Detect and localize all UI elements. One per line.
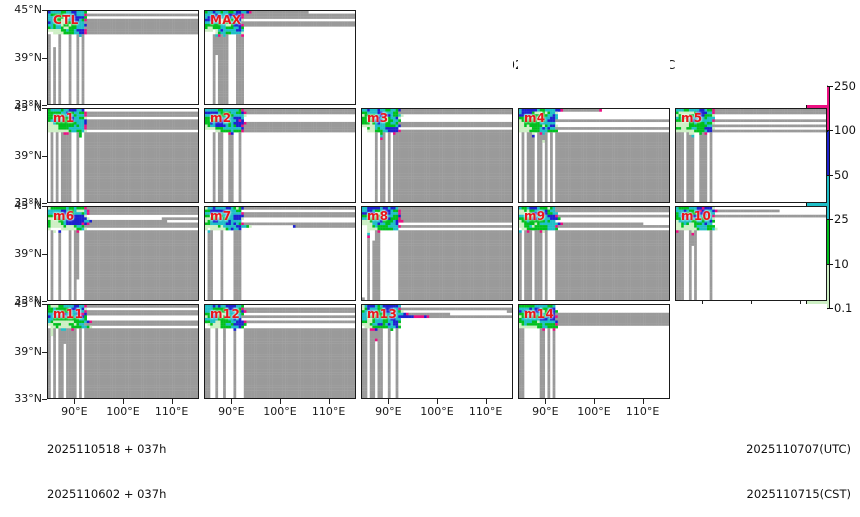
empty-panel-slot [518,10,670,105]
footer-left-line1: 2025110518 + 037h [47,442,166,457]
empty-panel-slot [675,304,827,399]
colorbar-tick-label: 250 [834,79,856,93]
panel-label-m4: m4 [524,111,545,125]
map-panel-m13[interactable]: m13 [361,304,513,399]
lon-tick-label: 110°E [306,405,352,418]
footer-left-line2: 2025110602 + 037h [47,487,166,502]
lat-tick-label: 39°N [0,247,42,260]
map-panel-m7[interactable]: m7 [204,206,356,301]
lat-tick-label: 45°N [0,101,42,114]
lat-tick-label: 45°N [0,199,42,212]
lon-tick-mark [172,399,173,404]
colorbar-tick-label: 50 [834,168,849,182]
lat-tick-mark [42,399,47,400]
map-panel-m8[interactable]: m8 [361,206,513,301]
lat-tick-label: 45°N [0,3,42,16]
colorbar-tick-label: 25 [834,212,849,226]
lon-tick-mark [486,399,487,404]
colorbar-tick-label: 0.1 [834,301,852,315]
lon-tick-mark [545,399,546,404]
panel-label-m7: m7 [210,209,231,223]
map-panel-ctl[interactable]: CTL [47,10,199,105]
panel-label-m11: m11 [53,307,83,321]
lon-tick-mark [643,399,644,404]
lon-tick-mark [231,399,232,404]
lat-tick-mark [42,105,47,106]
panel-label-m6: m6 [53,209,74,223]
map-panel-m10[interactable]: m10 [675,206,827,301]
lon-tick-mark [329,399,330,404]
lat-tick-label: 39°N [0,51,42,64]
panel-label-m8: m8 [367,209,388,223]
colorbar-tick-mark [828,308,833,309]
footer-right-line1: 2025110707(UTC) [746,442,851,457]
lat-tick-mark [42,203,47,204]
lat-tick-label: 39°N [0,149,42,162]
empty-panel-slot [675,10,827,105]
lon-tick-label: 90°E [522,405,568,418]
map-panel-max[interactable]: MAX [204,10,356,105]
lon-tick-mark [594,399,595,404]
lon-tick-mark [123,399,124,404]
lon-tick-label: 90°E [365,405,411,418]
lon-tick-mark [437,399,438,404]
lon-tick-label: 100°E [414,405,460,418]
empty-panel-slot [361,10,513,105]
map-panel-m1[interactable]: m1 [47,108,199,203]
panel-label-m2: m2 [210,111,231,125]
panel-label-m10: m10 [681,209,711,223]
colorbar-tick-label: 10 [834,257,849,271]
map-panel-m5[interactable]: m5 [675,108,827,203]
lon-tick-label: 90°E [208,405,254,418]
panel-label-m12: m12 [210,307,240,321]
lat-tick-label: 33°N [0,392,42,405]
lon-tick-mark [74,399,75,404]
map-panel-m12[interactable]: m12 [204,304,356,399]
panel-label-m3: m3 [367,111,388,125]
lon-tick-label: 110°E [463,405,509,418]
lon-tick-label: 100°E [257,405,303,418]
lat-tick-mark [42,301,47,302]
colorbar-tick-mark [828,130,833,131]
panel-label-m13: m13 [367,307,397,321]
lat-tick-label: 45°N [0,297,42,310]
lon-tick-mark [388,399,389,404]
panel-label-m14: m14 [524,307,554,321]
map-panel-m3[interactable]: m3 [361,108,513,203]
panel-label-m9: m9 [524,209,545,223]
colorbar-tick-label: 100 [834,123,856,137]
map-panel-m11[interactable]: m11 [47,304,199,399]
panel-label-m5: m5 [681,111,702,125]
footer-valid-time: 2025110707(UTC) 2025110715(CST) [746,412,851,517]
footer-right-line2: 2025110715(CST) [746,487,851,502]
lon-tick-label: 110°E [620,405,666,418]
lon-tick-label: 100°E [571,405,617,418]
map-panel-m9[interactable]: m9 [518,206,670,301]
colorbar-tick-mark [828,175,833,176]
lon-tick-mark [280,399,281,404]
colorbar-tick-mark [828,264,833,265]
map-panel-m6[interactable]: m6 [47,206,199,301]
map-panel-m2[interactable]: m2 [204,108,356,203]
panel-label-ctl: CTL [53,13,79,27]
map-panel-m4[interactable]: m4 [518,108,670,203]
map-panel-m14[interactable]: m14 [518,304,670,399]
footer-initialization: 2025110518 + 037h 2025110602 + 037h [47,412,166,517]
colorbar-tick-mark [828,219,833,220]
panel-label-m1: m1 [53,111,74,125]
lat-tick-label: 39°N [0,345,42,358]
panel-label-max: MAX [210,13,241,27]
colorbar-tick-mark [828,86,833,87]
